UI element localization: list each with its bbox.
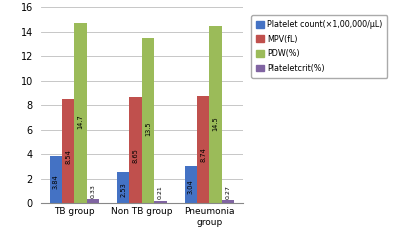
Text: 8.54: 8.54 [65, 149, 71, 163]
Text: 2.53: 2.53 [120, 182, 126, 197]
Bar [185, 166, 197, 203]
Bar [87, 199, 99, 203]
Bar [209, 26, 222, 203]
Text: 0.33: 0.33 [90, 184, 95, 198]
Bar [62, 98, 74, 203]
Bar [74, 23, 87, 203]
Bar [129, 97, 142, 203]
Bar [117, 172, 129, 203]
Text: 0.27: 0.27 [225, 185, 230, 199]
Text: 14.5: 14.5 [213, 116, 218, 130]
Text: 8.74: 8.74 [200, 147, 206, 163]
Bar [142, 38, 154, 203]
Text: 13.5: 13.5 [145, 121, 151, 136]
Bar [49, 156, 62, 203]
Text: 14.7: 14.7 [77, 115, 83, 130]
Text: 3.04: 3.04 [188, 179, 194, 194]
Text: 3.84: 3.84 [53, 175, 59, 189]
Text: 0.21: 0.21 [158, 186, 163, 199]
Bar [197, 96, 209, 203]
Legend: Platelet count(×1,00,000/μL), MPV(fL), PDW(%), Plateletcrit(%): Platelet count(×1,00,000/μL), MPV(fL), P… [251, 15, 388, 78]
Text: 8.65: 8.65 [132, 148, 139, 163]
Bar [154, 201, 166, 203]
Bar [222, 200, 234, 203]
